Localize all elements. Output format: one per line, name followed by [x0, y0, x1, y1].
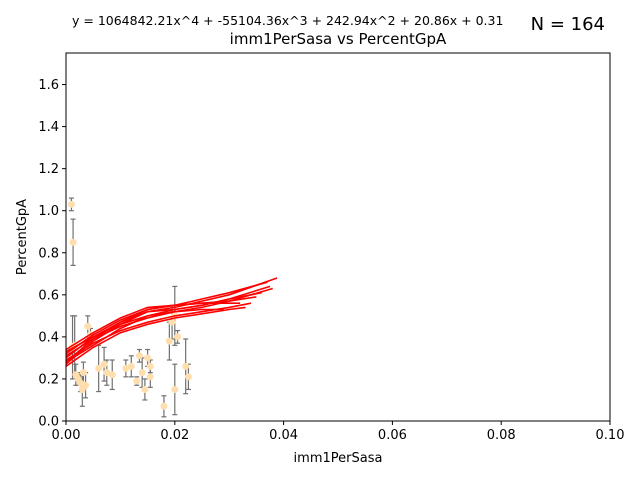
data-point	[146, 373, 154, 381]
data-point	[100, 360, 108, 368]
fit-curve	[65, 287, 273, 357]
data-point	[184, 373, 192, 381]
data-point	[165, 337, 173, 345]
y-tick-label: 0.0	[38, 415, 59, 430]
y-tick-label: 1.4	[38, 120, 59, 135]
data-point	[79, 369, 87, 377]
y-tick-label: 0.2	[38, 372, 59, 387]
x-tick-label: 0.02	[160, 428, 189, 443]
data-point	[160, 402, 168, 410]
data-point	[146, 362, 154, 370]
x-tick-label: 0.08	[487, 428, 516, 443]
x-tick-label: 0.06	[378, 428, 407, 443]
data-point	[108, 371, 116, 379]
data-point	[168, 318, 176, 326]
y-tick-label: 1.6	[38, 78, 59, 93]
data-point	[67, 200, 75, 208]
fit-curve	[65, 302, 241, 351]
data-point	[182, 362, 190, 370]
x-axis: 0.00 0.02 0.04 0.06 0.08 0.10	[52, 421, 625, 443]
fit-curve	[65, 308, 224, 353]
fit-equation: y = 1064842.21x^4 + -55104.36x^3 + 242.9…	[72, 13, 503, 28]
y-tick-label: 1.2	[38, 162, 59, 177]
data-point	[133, 377, 141, 385]
fit-curve	[65, 306, 246, 367]
plot-area	[65, 197, 278, 418]
data-point	[82, 381, 90, 389]
plot-frame	[65, 52, 611, 422]
y-tick-label: 0.4	[38, 330, 59, 345]
data-point	[135, 352, 143, 360]
fit-curve	[65, 277, 278, 365]
x-tick-label: 0.10	[596, 428, 625, 443]
data-point	[171, 385, 179, 393]
data-point	[174, 333, 182, 341]
x-axis-label: imm1PerSasa	[294, 451, 383, 466]
data-point	[138, 369, 146, 377]
chart-title: imm1PerSasa vs PercentGpA	[230, 30, 447, 48]
y-axis-label: PercentGpA	[15, 199, 30, 275]
x-tick-label: 0.00	[52, 428, 81, 443]
sample-count: N = 164	[531, 14, 605, 35]
fit-curve	[65, 285, 271, 363]
data-point	[84, 322, 92, 330]
data-point	[144, 354, 152, 362]
data-point	[141, 385, 149, 393]
data-point	[95, 364, 103, 372]
y-axis: 0.0 0.2 0.4 0.6 0.8 1.0 1.2 1.4 1.6	[38, 78, 66, 430]
data-point	[69, 238, 77, 246]
y-tick-label: 0.6	[38, 288, 59, 303]
data-point	[127, 362, 135, 370]
y-tick-label: 1.0	[38, 204, 59, 219]
fit-curve	[65, 302, 252, 361]
x-tick-label: 0.04	[269, 428, 298, 443]
fit-curve	[65, 281, 268, 363]
y-tick-label: 0.8	[38, 246, 59, 261]
